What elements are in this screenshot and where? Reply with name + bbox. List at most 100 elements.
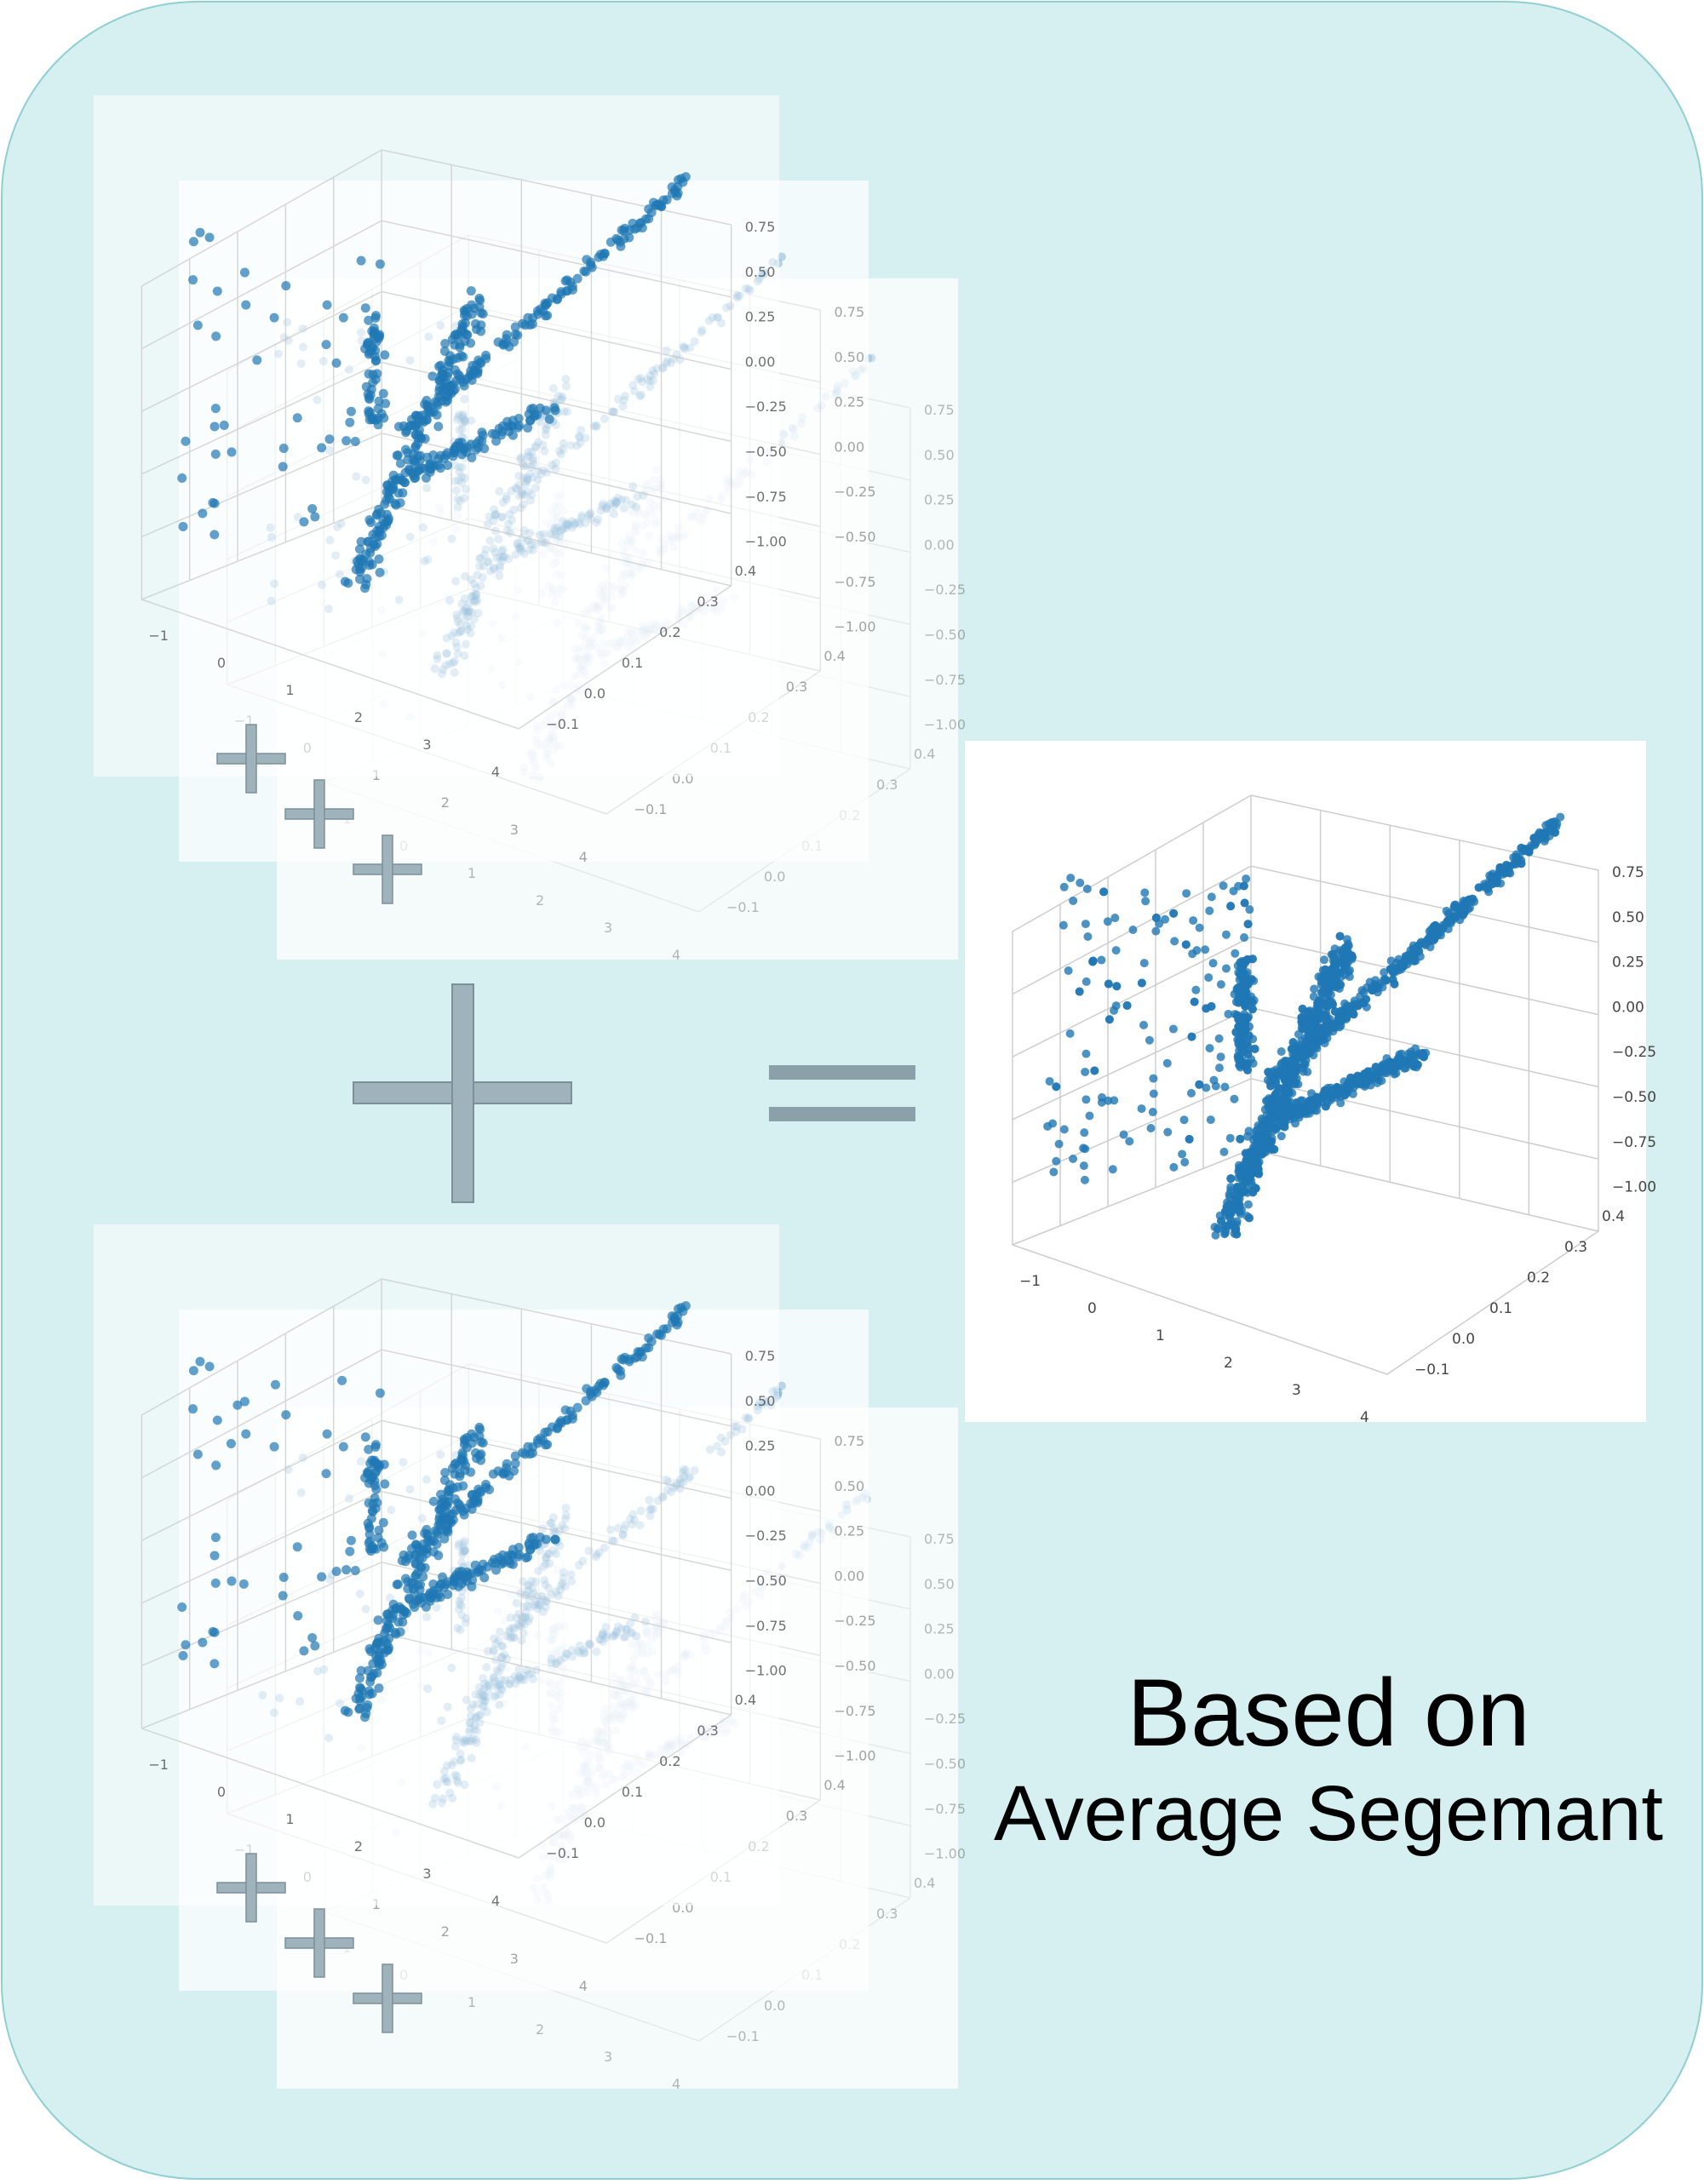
data-point — [270, 1379, 280, 1390]
data-point — [340, 576, 350, 587]
data-point — [777, 252, 786, 261]
y-tick-label: 0.0 — [584, 1814, 605, 1831]
small-plus-icon — [353, 1963, 422, 2033]
data-point — [1219, 881, 1228, 891]
data-point — [572, 1402, 582, 1413]
data-point — [281, 281, 291, 291]
data-point — [460, 1465, 470, 1476]
data-point — [241, 1429, 251, 1439]
data-point — [518, 1447, 528, 1458]
data-point — [460, 318, 470, 329]
data-point — [582, 1384, 592, 1394]
data-point — [468, 1499, 478, 1509]
y-tick-label: −0.1 — [546, 716, 579, 732]
data-point — [529, 411, 539, 421]
data-point — [1530, 834, 1540, 843]
data-point — [1243, 920, 1253, 929]
data-point — [1330, 1023, 1340, 1032]
data-point — [433, 1583, 444, 1593]
data-point — [1110, 1006, 1119, 1015]
data-point — [1080, 1175, 1089, 1184]
plus-bar-v — [382, 1963, 393, 2033]
data-point — [1048, 1119, 1058, 1128]
data-point — [1330, 958, 1340, 967]
small-plus-icon — [284, 779, 354, 849]
data-point — [360, 1432, 370, 1442]
data-point — [605, 237, 616, 247]
data-point — [1082, 884, 1092, 893]
data-point — [523, 422, 533, 433]
x-tick-label: 4 — [1360, 1409, 1369, 1426]
data-point — [379, 1542, 389, 1552]
data-point — [433, 1551, 444, 1561]
data-point — [408, 1578, 418, 1588]
top-stacked-clouds: 0.750.500.250.00−0.25−0.50−0.75−1.00−101… — [94, 95, 966, 963]
data-point — [1305, 1105, 1315, 1115]
axis-line — [1012, 1244, 1388, 1375]
data-point — [1059, 1125, 1069, 1134]
data-point — [1064, 966, 1073, 976]
data-point — [355, 1696, 365, 1706]
x-tick-label: 3 — [604, 2049, 612, 2065]
data-point — [1307, 1097, 1317, 1106]
data-point — [380, 350, 390, 360]
data-point — [641, 214, 651, 224]
data-point — [278, 443, 289, 453]
z-tick-label: 0.50 — [745, 264, 776, 280]
z-tick-label: −0.50 — [835, 529, 876, 545]
data-point — [469, 303, 479, 313]
data-point — [1407, 1052, 1416, 1062]
data-point — [364, 369, 374, 379]
data-point — [421, 1602, 431, 1612]
data-point — [1370, 981, 1380, 990]
x-tick-label: 4 — [672, 2076, 680, 2092]
axis-line — [381, 503, 732, 587]
data-point — [1205, 1044, 1214, 1053]
data-point — [1226, 902, 1236, 911]
plus-bar-v — [451, 983, 474, 1203]
data-point — [212, 286, 222, 296]
data-point — [1220, 1082, 1230, 1092]
data-point — [390, 498, 400, 508]
data-point — [440, 1467, 450, 1477]
data-point — [1247, 1164, 1256, 1173]
data-point — [445, 357, 455, 367]
data-point — [1075, 987, 1084, 996]
data-point — [1205, 906, 1214, 915]
y-tick-label: 0.4 — [735, 563, 756, 579]
plus-bar-v — [313, 779, 325, 849]
data-point — [456, 351, 466, 361]
data-point — [450, 340, 460, 350]
data-point — [1139, 959, 1149, 968]
data-point — [211, 331, 221, 341]
data-point — [1180, 1157, 1190, 1167]
axis-line — [141, 1490, 382, 1604]
data-point — [299, 1646, 309, 1656]
z-tick-label: −0.50 — [1612, 1089, 1656, 1106]
data-point — [1081, 920, 1090, 929]
data-point — [1442, 906, 1451, 915]
data-point — [188, 275, 198, 285]
data-point — [1239, 881, 1248, 891]
data-point — [1420, 940, 1430, 949]
data-point — [525, 320, 535, 330]
data-point — [502, 334, 512, 344]
data-point — [212, 1415, 222, 1425]
data-point — [380, 1479, 390, 1489]
data-point — [370, 542, 381, 552]
data-point — [1069, 896, 1078, 905]
x-tick-label: 0 — [1087, 1300, 1097, 1317]
data-point — [1208, 959, 1218, 968]
data-point — [322, 1429, 332, 1439]
z-tick-label: −0.25 — [835, 484, 876, 500]
data-point — [210, 404, 221, 414]
data-point — [1243, 1050, 1253, 1059]
data-point — [1245, 1148, 1254, 1157]
data-point — [1333, 1083, 1342, 1092]
data-point — [373, 413, 383, 423]
x-tick-label: 3 — [422, 737, 431, 753]
data-point — [1236, 1172, 1245, 1181]
data-point — [1291, 1119, 1300, 1128]
data-point — [1098, 1092, 1107, 1102]
data-point — [1355, 999, 1364, 1008]
